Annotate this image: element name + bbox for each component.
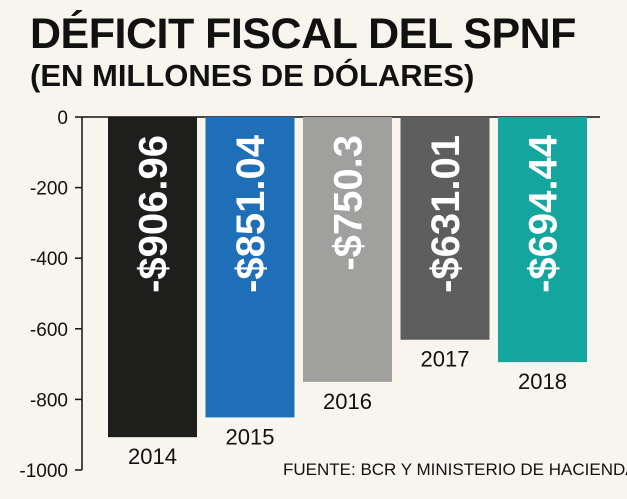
data-label-2017: -$631.01 [424, 135, 468, 293]
bar-2015 [205, 117, 295, 418]
data-label-2015: -$851.04 [229, 134, 273, 293]
category-label-2016: 2016 [323, 389, 372, 414]
bar-2016 [303, 117, 392, 382]
category-label-2015: 2015 [226, 424, 275, 449]
y-tick-label: -600 [30, 320, 68, 341]
category-label-2018: 2018 [518, 369, 567, 394]
y-tick-label: 0 [57, 108, 68, 129]
data-label-2018: -$694.44 [522, 134, 566, 293]
bar-2018 [498, 117, 587, 363]
y-tick-label: -1000 [19, 461, 68, 482]
bar-2014 [108, 117, 197, 438]
category-label-2017: 2017 [421, 347, 470, 372]
category-label-2014: 2014 [128, 444, 177, 469]
data-label-2016: -$750.3 [327, 135, 371, 271]
source-note: FUENTE: BCR Y MINISTERIO DE HACIENDA [283, 460, 627, 479]
bar-2017 [400, 117, 490, 340]
y-tick-label: -800 [30, 390, 68, 411]
data-label-2014: -$906.96 [132, 135, 176, 293]
chart-title: DÉFICIT FISCAL DEL SPNF [30, 10, 576, 58]
y-tick-label: -200 [30, 179, 68, 200]
chart-subtitle: (EN MILLONES DE DÓLARES) [30, 58, 475, 93]
y-tick-label: -400 [30, 249, 68, 270]
